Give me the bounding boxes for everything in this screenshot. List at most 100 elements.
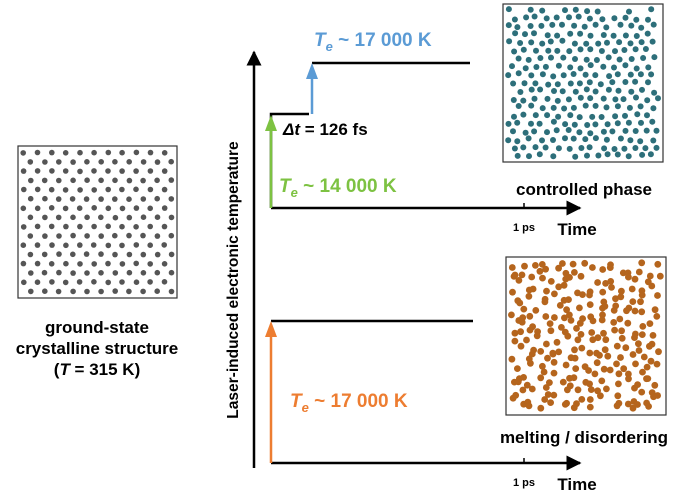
- lattice-atom: [554, 97, 561, 104]
- lattice-atom: [514, 24, 521, 31]
- lattice-atom: [577, 331, 585, 338]
- lattice-atom: [42, 159, 48, 165]
- lattice-atom: [628, 22, 635, 29]
- lattice-atom: [651, 306, 659, 314]
- lattice-atom: [648, 6, 655, 13]
- controlled-phase-caption: controlled phase: [516, 180, 652, 199]
- lattice-atom: [570, 71, 577, 77]
- lattice-atom: [645, 79, 651, 86]
- lattice-atom: [105, 279, 111, 286]
- lattice-atom: [147, 168, 154, 174]
- lattice-atom: [577, 30, 584, 37]
- lattice-atom: [550, 153, 557, 160]
- lattice-atom: [598, 316, 606, 324]
- lattice-atom: [161, 205, 168, 211]
- lattice-atom: [635, 340, 642, 348]
- lattice-atom: [604, 352, 612, 360]
- lattice-atom: [582, 71, 589, 78]
- lattice-atom: [584, 152, 590, 159]
- lattice-atom: [48, 205, 55, 211]
- lattice-atom: [626, 8, 632, 15]
- lattice-atom: [77, 187, 83, 193]
- lattice-atom: [528, 102, 535, 109]
- lattice-atom: [604, 151, 611, 158]
- lattice-atom: [629, 351, 637, 358]
- lattice-atom: [628, 88, 635, 95]
- lattice-atom: [77, 168, 83, 175]
- lattice-atom: [140, 288, 146, 295]
- lattice-atom: [622, 32, 629, 39]
- lattice-atom: [112, 232, 118, 239]
- lattice-atom: [514, 365, 521, 372]
- lattice-atom: [656, 272, 664, 280]
- lattice-atom: [594, 279, 601, 286]
- lattice-atom: [560, 72, 567, 79]
- lattice-atom: [567, 64, 574, 71]
- lattice-atom: [515, 70, 522, 77]
- lattice-atom: [34, 279, 41, 286]
- lattice-atom: [592, 121, 599, 128]
- lattice-atom: [653, 313, 661, 320]
- lattice-atom: [553, 14, 560, 21]
- lattice-atom: [538, 261, 546, 268]
- lattice-atom: [544, 129, 550, 136]
- lattice-atom: [621, 47, 628, 53]
- lattice-atom: [599, 311, 606, 319]
- lattice-atom: [119, 279, 125, 285]
- lattice-atom: [119, 149, 125, 156]
- lattice-atom: [655, 348, 662, 356]
- lattice-atom: [577, 46, 584, 53]
- top-tick-label: 1 ps: [513, 222, 535, 234]
- lattice-atom: [126, 196, 132, 202]
- lattice-atom: [539, 40, 546, 47]
- lattice-atom: [614, 120, 621, 127]
- lattice-atom: [644, 375, 652, 382]
- lattice-atom: [544, 391, 552, 398]
- lattice-atom: [592, 135, 599, 142]
- lattice-atom: [604, 121, 611, 128]
- lattice-atom: [515, 103, 522, 109]
- lattice-atom: [154, 214, 161, 220]
- lattice-atom: [133, 260, 139, 267]
- lattice-atom: [616, 56, 623, 63]
- lattice-atom: [559, 21, 565, 28]
- lattice-atom: [537, 404, 545, 412]
- lattice-atom: [588, 329, 596, 336]
- lattice-atom: [625, 375, 632, 383]
- lattice-atom: [619, 269, 627, 277]
- lattice-atom: [27, 214, 34, 221]
- lattice-atom: [98, 159, 104, 165]
- lattice-atom: [528, 385, 536, 393]
- lattice-atom: [550, 137, 556, 143]
- lattice-atom: [536, 151, 543, 158]
- lattice-atom: [633, 16, 640, 23]
- lattice-atom: [554, 47, 561, 54]
- lattice-atom: [98, 288, 104, 295]
- lattice-atom: [547, 327, 555, 335]
- lattice-atom: [105, 186, 111, 193]
- lattice-atom: [105, 260, 111, 267]
- lattice-atom: [586, 15, 593, 22]
- lattice-atom: [583, 56, 590, 63]
- lattice-atom: [91, 168, 97, 174]
- lattice-atom: [161, 242, 167, 248]
- lattice-atom: [77, 149, 83, 156]
- lattice-atom: [98, 270, 104, 276]
- lattice-atom: [642, 46, 649, 52]
- lattice-atom: [589, 317, 597, 325]
- lattice-atom: [514, 119, 521, 126]
- lattice-atom: [614, 103, 621, 110]
- lattice-atom: [20, 242, 27, 248]
- lattice-atom: [601, 302, 609, 310]
- lattice-atom: [578, 396, 586, 403]
- lattice-atom: [605, 86, 612, 93]
- lattice-atom: [639, 86, 645, 93]
- lattice-atom: [574, 336, 582, 344]
- lattice-atom: [587, 46, 594, 53]
- lattice-atom: [622, 127, 629, 134]
- lattice-atom: [550, 118, 557, 125]
- lattice-atom: [572, 88, 579, 95]
- lattice-atom: [112, 214, 119, 221]
- lattice-atom: [654, 260, 662, 268]
- lattice-atom: [586, 144, 593, 151]
